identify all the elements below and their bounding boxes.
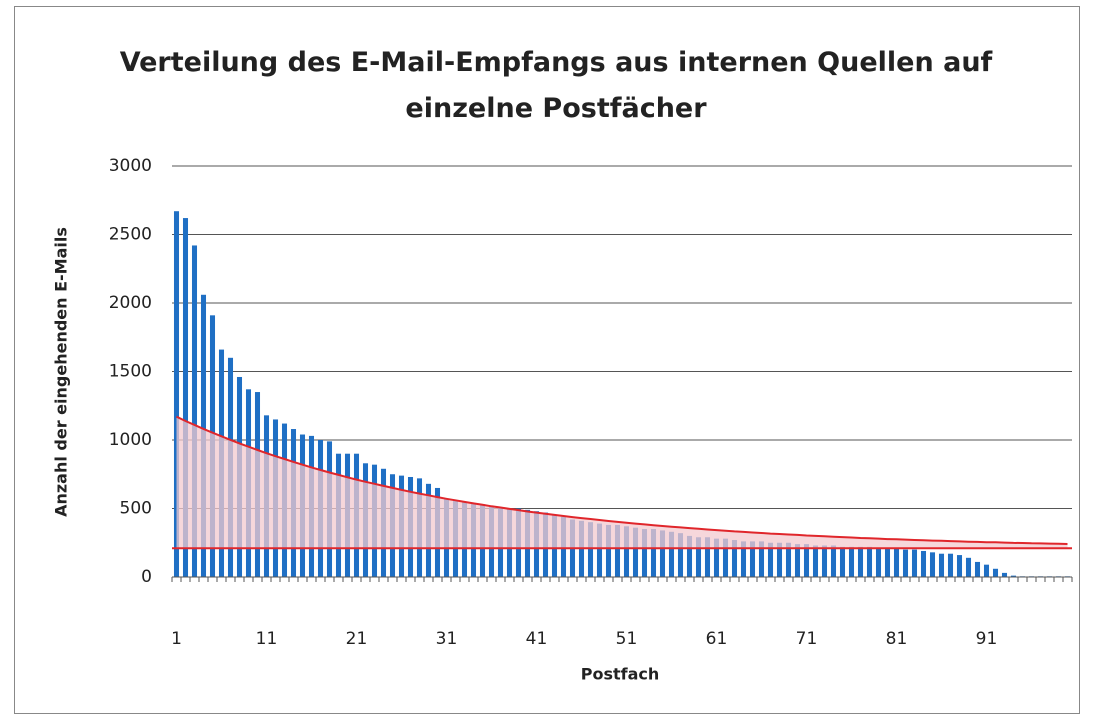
bar <box>911 549 918 577</box>
y-tick-label: 2500 <box>109 225 152 245</box>
bar <box>767 542 774 577</box>
bar <box>1001 572 1008 577</box>
bar <box>650 529 657 577</box>
x-tick-label: 21 <box>346 629 368 649</box>
bar <box>956 555 963 577</box>
x-tick-label: 61 <box>706 629 728 649</box>
x-tick-label: 11 <box>256 629 278 649</box>
bar <box>839 546 846 577</box>
bar <box>614 524 621 577</box>
y-tick-label: 1000 <box>109 430 152 450</box>
bar <box>920 550 927 577</box>
bar <box>794 544 801 577</box>
y-axis-title: Anzahl der eingehenden E-Mails <box>52 227 71 517</box>
bar <box>947 553 954 577</box>
bar <box>695 537 702 577</box>
trend-area <box>176 416 1068 549</box>
y-tick-label: 1500 <box>109 362 152 382</box>
y-tick-label: 0 <box>141 567 152 587</box>
bar <box>605 524 612 577</box>
trend-line <box>176 415 1068 545</box>
bar <box>776 542 783 577</box>
x-tick-label: 41 <box>526 629 548 649</box>
x-axis-title: Postfach <box>581 665 660 684</box>
bar <box>686 535 693 577</box>
bar <box>929 552 936 577</box>
bar <box>740 541 747 577</box>
bar <box>974 561 981 577</box>
bar <box>659 530 666 577</box>
x-tick-label: 91 <box>976 629 998 649</box>
bar <box>866 546 873 577</box>
bar <box>938 553 945 577</box>
bar <box>623 526 630 577</box>
bar <box>965 557 972 577</box>
bar <box>713 538 720 577</box>
x-tick-label: 81 <box>886 629 908 649</box>
chart-frame <box>14 6 1080 714</box>
bar <box>983 564 990 577</box>
bar <box>1010 575 1017 577</box>
y-tick-label: 2000 <box>109 293 152 313</box>
bar <box>641 529 648 577</box>
bar <box>902 549 909 577</box>
bar <box>182 218 189 577</box>
bar <box>596 523 603 577</box>
y-tick-label: 3000 <box>109 156 152 176</box>
bar <box>857 546 864 577</box>
bar <box>785 542 792 577</box>
bar <box>749 541 756 577</box>
bar <box>722 538 729 577</box>
bar <box>821 545 828 577</box>
x-tick-label: 71 <box>796 629 818 649</box>
bar <box>677 533 684 577</box>
bar <box>875 548 882 577</box>
bar <box>191 245 198 577</box>
y-tick-label: 500 <box>120 499 152 519</box>
bar <box>830 545 837 577</box>
bar <box>893 548 900 577</box>
bar <box>812 545 819 577</box>
chart-title: Verteilung des E-Mail-Empfangs aus inter… <box>119 47 993 124</box>
x-tick-label: 31 <box>436 629 458 649</box>
bar <box>848 546 855 577</box>
bar <box>758 541 765 577</box>
bar <box>731 540 738 577</box>
bar <box>173 211 180 577</box>
bar <box>992 568 999 577</box>
bar <box>803 544 810 577</box>
bar <box>884 548 891 577</box>
bar <box>704 537 711 577</box>
bar <box>668 531 675 577</box>
x-tick-label: 1 <box>171 629 182 649</box>
x-tick-label: 51 <box>616 629 638 649</box>
bar <box>632 527 639 577</box>
bar <box>587 522 594 577</box>
